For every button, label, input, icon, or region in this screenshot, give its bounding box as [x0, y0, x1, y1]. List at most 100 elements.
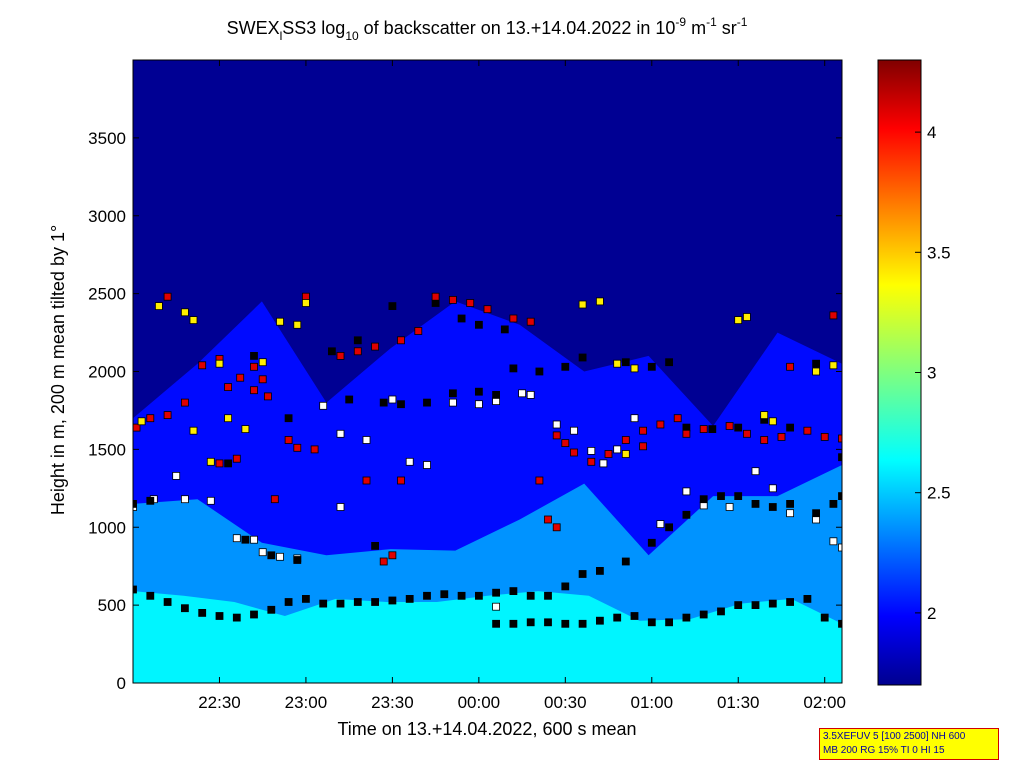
- marker-white: [232, 534, 241, 543]
- marker-yellow: [215, 359, 224, 368]
- marker-red: [133, 423, 141, 432]
- marker-black: [474, 591, 483, 600]
- marker-white: [630, 414, 639, 423]
- marker-red: [639, 442, 647, 451]
- marker-red: [448, 295, 457, 304]
- marker-red: [388, 551, 397, 560]
- marker-black: [448, 389, 457, 398]
- marker-black: [838, 492, 842, 501]
- marker-yellow: [760, 411, 769, 420]
- x-axis-label: Time on 13.+14.04.2022, 600 s mean: [337, 719, 636, 739]
- y-tick-label: 3000: [88, 207, 126, 226]
- marker-red: [371, 342, 380, 351]
- marker-red: [820, 432, 829, 441]
- marker-black: [301, 595, 310, 603]
- marker-black: [682, 510, 691, 519]
- title-part: of backscatter on 13.+14.04.2022 in 10: [359, 18, 676, 38]
- marker-red: [725, 422, 734, 430]
- marker-black: [621, 557, 630, 566]
- marker-red: [682, 429, 691, 438]
- marker-black: [812, 359, 820, 368]
- marker-red: [284, 436, 293, 444]
- marker-white: [570, 426, 578, 435]
- marker-white: [526, 390, 535, 399]
- marker-white: [587, 446, 596, 455]
- marker-red: [544, 515, 552, 524]
- marker-white: [599, 459, 608, 468]
- marker-black: [250, 351, 258, 360]
- marker-red: [786, 362, 794, 371]
- marker-red: [163, 411, 172, 420]
- marker-yellow: [613, 359, 622, 368]
- title-part-sup: -9: [675, 15, 686, 29]
- colorbar-tick-label: 3.5: [927, 243, 951, 262]
- cloud-markers: [133, 292, 842, 628]
- marker-black: [405, 595, 414, 603]
- marker-red: [250, 362, 258, 371]
- marker-yellow: [206, 457, 215, 466]
- marker-red: [180, 398, 189, 407]
- marker-black: [526, 618, 535, 627]
- marker-yellow: [276, 317, 284, 326]
- backscatter-field: [133, 60, 842, 683]
- marker-black: [561, 582, 570, 591]
- settings-line-2: MB 200 RG 15% TI 0 HI 15: [823, 745, 945, 756]
- marker-black: [327, 347, 336, 356]
- marker-red: [673, 414, 682, 423]
- marker-red: [397, 476, 405, 485]
- marker-white: [751, 467, 760, 476]
- marker-red: [258, 375, 267, 384]
- marker-black: [596, 616, 604, 625]
- marker-yellow: [189, 426, 198, 435]
- marker-red: [526, 317, 535, 326]
- marker-black: [353, 598, 362, 606]
- marker-white: [336, 429, 345, 438]
- settings-box: 3.5XEFUV 5 [100 2500] NH 600 MB 200 RG 1…: [819, 728, 999, 760]
- marker-black: [768, 503, 777, 511]
- marker-yellow: [137, 417, 146, 426]
- x-tick-label: 00:30: [544, 693, 587, 712]
- marker-red: [336, 351, 345, 360]
- title-part: SS3 log: [282, 18, 345, 38]
- y-tick-label: 1000: [88, 518, 126, 537]
- marker-black: [786, 598, 794, 606]
- marker-black: [423, 591, 431, 600]
- colorbar-tick-label: 2.5: [927, 484, 951, 503]
- marker-red: [743, 429, 751, 438]
- marker-black: [751, 601, 760, 609]
- x-tick-label: 22:30: [198, 693, 241, 712]
- marker-white: [388, 395, 397, 404]
- marker-black: [544, 618, 552, 627]
- title-part: SWEX: [227, 18, 280, 38]
- marker-black: [146, 591, 155, 600]
- marker-black: [345, 395, 354, 404]
- colorbar-tick-label: 3: [927, 364, 936, 383]
- marker-red: [535, 476, 544, 485]
- marker-black: [751, 499, 760, 508]
- marker-red: [829, 311, 838, 320]
- marker-yellow: [154, 302, 163, 311]
- x-tick-label: 23:30: [371, 693, 414, 712]
- marker-black: [630, 612, 639, 620]
- marker-red: [146, 414, 155, 423]
- x-tick-label: 01:30: [717, 693, 760, 712]
- marker-red: [379, 557, 388, 566]
- marker-white: [656, 520, 665, 528]
- y-tick-label: 2000: [88, 363, 126, 382]
- marker-black: [215, 612, 224, 620]
- marker-red: [483, 305, 492, 314]
- marker-red: [552, 523, 561, 532]
- marker-black: [578, 570, 587, 578]
- marker-yellow: [180, 308, 189, 317]
- title-part-sub: 10: [345, 29, 359, 43]
- marker-black: [509, 364, 518, 373]
- marker-white: [276, 552, 284, 561]
- colorbar-tick-label: 2: [927, 604, 936, 623]
- marker-red: [353, 347, 362, 356]
- marker-black: [198, 609, 207, 617]
- x-tick-label: 00:00: [458, 693, 501, 712]
- marker-black: [544, 591, 552, 600]
- marker-black: [440, 590, 449, 599]
- marker-black: [768, 599, 777, 608]
- marker-black: [379, 398, 388, 407]
